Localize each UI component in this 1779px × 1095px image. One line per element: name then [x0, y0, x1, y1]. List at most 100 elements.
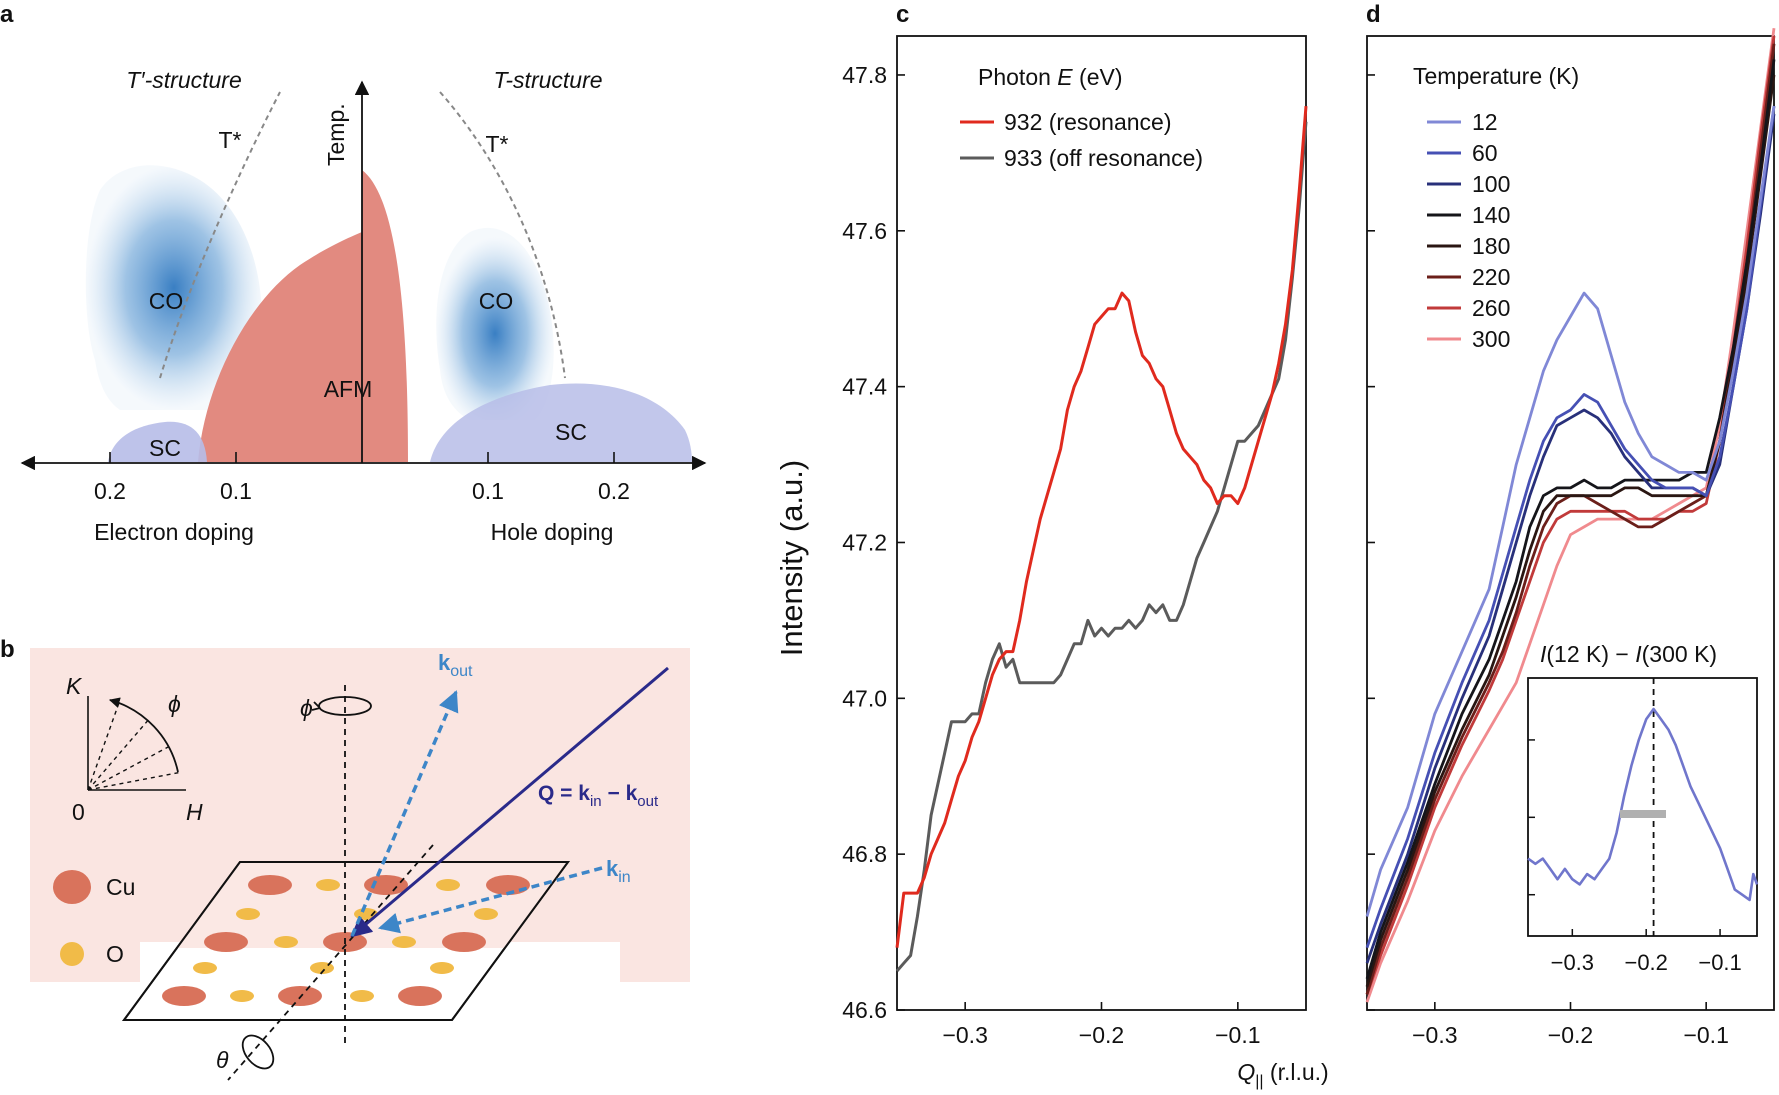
- legend-cu-label: Cu: [106, 874, 135, 900]
- t-prime-structure-label: T′-structure: [126, 67, 242, 93]
- y-tick-label: 47.6: [842, 218, 887, 244]
- y-tick-label: 46.6: [842, 997, 887, 1023]
- inset-axes: −0.3 −0.2 −0.1: [1528, 678, 1742, 975]
- panel-b-label: b: [0, 636, 15, 663]
- tstar-left-label: T*: [219, 127, 242, 153]
- legend-title-d: Temperature (K): [1413, 63, 1579, 89]
- x-tick-label: −0.1: [1215, 1022, 1260, 1048]
- inset-frame: [1527, 677, 1758, 937]
- x-tick-label: −0.3: [942, 1022, 987, 1048]
- series-line-140K: [1365, 59, 1776, 980]
- panel-c-frame: [896, 35, 1307, 1011]
- legend-label: 180: [1472, 233, 1510, 259]
- y-tick-label: 47.0: [842, 685, 887, 711]
- o-atom: [274, 936, 298, 948]
- phi-arc-arrow-icon: [108, 697, 179, 773]
- legend-label: 100: [1472, 171, 1510, 197]
- co-left-label: CO: [149, 288, 184, 314]
- cu-atom: [442, 932, 486, 952]
- afm-label: AFM: [324, 376, 373, 402]
- series-line-933: [895, 121, 1308, 972]
- sample-plane-outline: [122, 861, 570, 1021]
- y-tick-label: 47.8: [842, 62, 887, 88]
- o-atom: [436, 879, 460, 891]
- o-atom: [193, 962, 217, 974]
- legend-label-off-resonance: 933 (off resonance): [1004, 145, 1203, 171]
- inset-resolution-bar: [1620, 810, 1666, 818]
- inset-difference-line: [1527, 707, 1759, 902]
- legend-label: 220: [1472, 264, 1510, 290]
- theta-rotation-axis: [227, 844, 434, 1081]
- panel-a: a 0.2 0.1 0.1 0.2 Electron doping Hole d…: [0, 1, 707, 545]
- cu-atom: [248, 875, 292, 895]
- inset-lines: [1527, 707, 1759, 902]
- tick-label: 0.1: [220, 478, 252, 504]
- legend-label: 12: [1472, 109, 1498, 135]
- o-atom: [430, 962, 454, 974]
- temperature-axis-label: Temp.: [323, 103, 349, 166]
- panel-d-label: d: [1366, 1, 1381, 28]
- co-region-right: [436, 227, 554, 420]
- legend-o-marker: [60, 942, 84, 966]
- inset-x-tick-label: −0.3: [1551, 950, 1594, 975]
- sc-region-right: [430, 383, 692, 462]
- panel-b: b: [0, 636, 690, 1081]
- panel-d-axes: −0.3 −0.2 −0.1: [1367, 74, 1729, 1048]
- panel-d-lines: [1365, 28, 1776, 1003]
- panel-d-legend: 12 60 100 140 180 220 260 300: [1427, 109, 1510, 352]
- k-axis-label: K: [66, 673, 83, 699]
- cu-atom: [398, 986, 442, 1006]
- o-atom: [230, 990, 254, 1002]
- x-tick-label: −0.1: [1683, 1022, 1728, 1048]
- y-tick-label: 46.8: [842, 841, 887, 867]
- inset-title: I(12 K) − I(300 K): [1540, 641, 1717, 667]
- co-region-left: [85, 165, 262, 410]
- o-atom: [236, 908, 260, 920]
- theta-label: θ: [216, 1047, 229, 1073]
- phi-rotation-arrow-icon: [311, 701, 321, 711]
- legend-label: 260: [1472, 295, 1510, 321]
- phi-label: ϕ: [300, 695, 313, 721]
- tstar-line-right: [439, 91, 566, 379]
- y-axis-label: Intensity (a.u.): [774, 460, 809, 656]
- h-axis-label: H: [186, 799, 203, 825]
- legend-label: 60: [1472, 140, 1498, 166]
- origin-label: 0: [72, 799, 85, 825]
- sc-region-left: [108, 421, 207, 462]
- inset-x-tick-label: −0.2: [1624, 950, 1667, 975]
- o-atom: [392, 936, 416, 948]
- panel-c-label: c: [896, 1, 909, 28]
- x-tick-label: −0.2: [1548, 1022, 1593, 1048]
- k-in-label: kin: [606, 856, 631, 886]
- legend-cu-marker: [53, 870, 91, 904]
- panel-c: c 46.6 46.8 47.0 47.2 47.4 47.6 47.8 −0.3 −0.2 −0…: [774, 1, 1308, 1048]
- hole-doping-label: Hole doping: [491, 519, 614, 545]
- k-out-arrow: [350, 690, 459, 937]
- cu-atom: [364, 875, 408, 895]
- electron-doping-label: Electron doping: [94, 519, 254, 545]
- series-line-100K: [1365, 113, 1776, 964]
- sc-left-label: SC: [149, 435, 181, 461]
- series-line-932: [895, 105, 1308, 948]
- tstar-line-left: [159, 91, 281, 379]
- legend-label: 140: [1472, 202, 1510, 228]
- panel-a-label: a: [0, 1, 14, 28]
- phi-angle-label: ϕ: [168, 691, 181, 717]
- q-equation-label: Q = kin − kout: [538, 782, 659, 810]
- afm-region: [198, 170, 408, 462]
- x-axis-label: Q|| (r.l.u.): [1237, 1059, 1328, 1090]
- tick-label: 0.2: [598, 478, 630, 504]
- cu-atom: [204, 932, 248, 952]
- legend-o-label: O: [106, 941, 124, 967]
- series-line-300K: [1365, 28, 1776, 1003]
- legend-title-c: Photon E (eV): [978, 64, 1122, 90]
- panel-c-lines: [895, 105, 1308, 972]
- tstar-right-label: T*: [486, 131, 509, 157]
- x-tick-label: −0.3: [1412, 1022, 1457, 1048]
- co-right-label: CO: [479, 288, 514, 314]
- y-tick-label: 47.4: [842, 374, 887, 400]
- y-tick-label: 47.2: [842, 529, 887, 555]
- x-tick-label: −0.2: [1079, 1022, 1124, 1048]
- o-atom: [474, 908, 498, 920]
